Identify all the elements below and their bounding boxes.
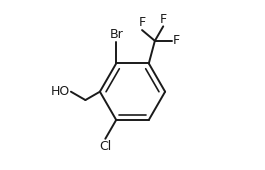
Text: F: F — [160, 13, 167, 26]
Text: Cl: Cl — [99, 140, 112, 153]
Text: F: F — [173, 34, 180, 47]
Text: F: F — [139, 16, 145, 29]
Text: Br: Br — [109, 28, 123, 41]
Text: HO: HO — [51, 85, 70, 98]
